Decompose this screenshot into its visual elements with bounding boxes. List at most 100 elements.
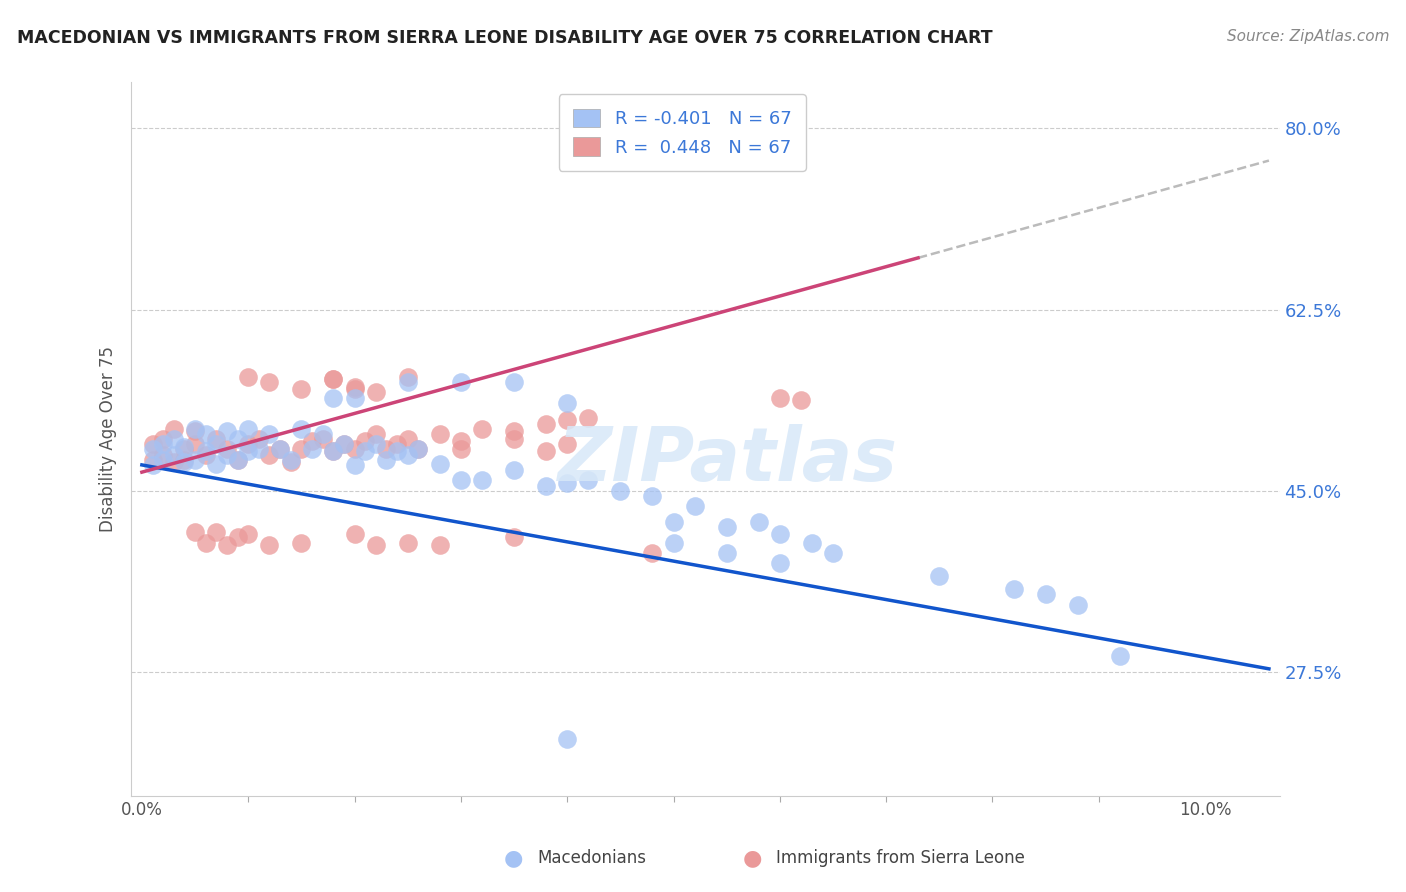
Point (343, 382, 366, 396)
Point (343, 527, 366, 541)
Point (748, 515, 770, 529)
Point (184, 452, 207, 467)
Point (396, 535, 419, 549)
Text: Macedonians: Macedonians (537, 849, 647, 867)
Point (354, 434, 377, 449)
Point (247, 442, 270, 457)
Point (269, 442, 291, 457)
Point (141, 458, 163, 472)
Point (322, 372, 344, 386)
Point (534, 417, 557, 431)
Point (194, 535, 217, 549)
Point (555, 413, 578, 427)
Point (215, 442, 238, 457)
Point (503, 463, 526, 477)
Point (429, 426, 451, 441)
Point (141, 442, 163, 457)
Point (364, 385, 387, 400)
Point (141, 437, 163, 451)
Point (1002, 582, 1025, 596)
Point (385, 437, 408, 451)
Point (641, 546, 664, 560)
Point (238, 422, 260, 436)
Text: Immigrants from Sierra Leone: Immigrants from Sierra Leone (776, 849, 1025, 867)
Point (716, 546, 738, 560)
Point (205, 457, 228, 471)
Point (396, 448, 419, 462)
Point (173, 440, 195, 454)
Point (173, 455, 195, 469)
Point (194, 426, 217, 441)
Point (555, 475, 578, 490)
Point (364, 538, 387, 552)
Point (290, 382, 312, 396)
Point (301, 442, 323, 457)
Point (163, 455, 186, 469)
Text: ●: ● (742, 848, 762, 868)
Point (238, 370, 260, 384)
Point (354, 444, 377, 458)
Point (311, 432, 333, 446)
Point (450, 474, 472, 488)
Point (375, 452, 398, 467)
Point (163, 422, 186, 436)
Point (238, 444, 260, 458)
Point (152, 448, 174, 462)
Point (408, 442, 430, 457)
Point (173, 442, 195, 457)
Point (429, 538, 451, 552)
Point (215, 424, 238, 438)
Point (184, 525, 207, 540)
Point (821, 546, 844, 560)
Point (928, 568, 950, 582)
Point (609, 483, 631, 498)
Point (205, 437, 228, 451)
Point (333, 437, 356, 451)
Point (259, 426, 281, 441)
Point (662, 535, 685, 549)
Point (247, 432, 270, 446)
Point (716, 520, 738, 534)
Point (290, 535, 312, 549)
Point (205, 525, 228, 540)
Point (396, 432, 419, 446)
Point (141, 452, 163, 467)
Point (152, 437, 174, 451)
Point (205, 432, 228, 446)
Point (194, 444, 217, 458)
Point (429, 457, 451, 471)
Point (280, 452, 302, 467)
Point (343, 380, 366, 394)
Y-axis label: Disability Age Over 75: Disability Age Over 75 (100, 346, 117, 532)
Point (450, 375, 472, 389)
Point (194, 448, 217, 462)
Point (226, 452, 249, 467)
Point (385, 444, 408, 458)
Point (269, 442, 291, 457)
Point (215, 448, 238, 462)
Point (662, 515, 685, 529)
Point (184, 422, 207, 436)
Point (503, 375, 526, 389)
Point (301, 434, 323, 449)
Point (290, 422, 312, 436)
Point (173, 452, 195, 467)
Point (259, 538, 281, 552)
Point (578, 474, 600, 488)
Point (408, 442, 430, 457)
Point (152, 432, 174, 446)
Point (375, 442, 398, 457)
Point (471, 422, 494, 436)
Point (343, 458, 366, 472)
Point (311, 426, 333, 441)
Point (1066, 598, 1088, 612)
Point (238, 527, 260, 541)
Text: ZIPatlas: ZIPatlas (558, 424, 898, 497)
Point (396, 375, 419, 389)
Point (215, 538, 238, 552)
Point (769, 527, 792, 541)
Point (322, 372, 344, 386)
Point (259, 375, 281, 389)
Point (769, 391, 792, 405)
Point (503, 424, 526, 438)
